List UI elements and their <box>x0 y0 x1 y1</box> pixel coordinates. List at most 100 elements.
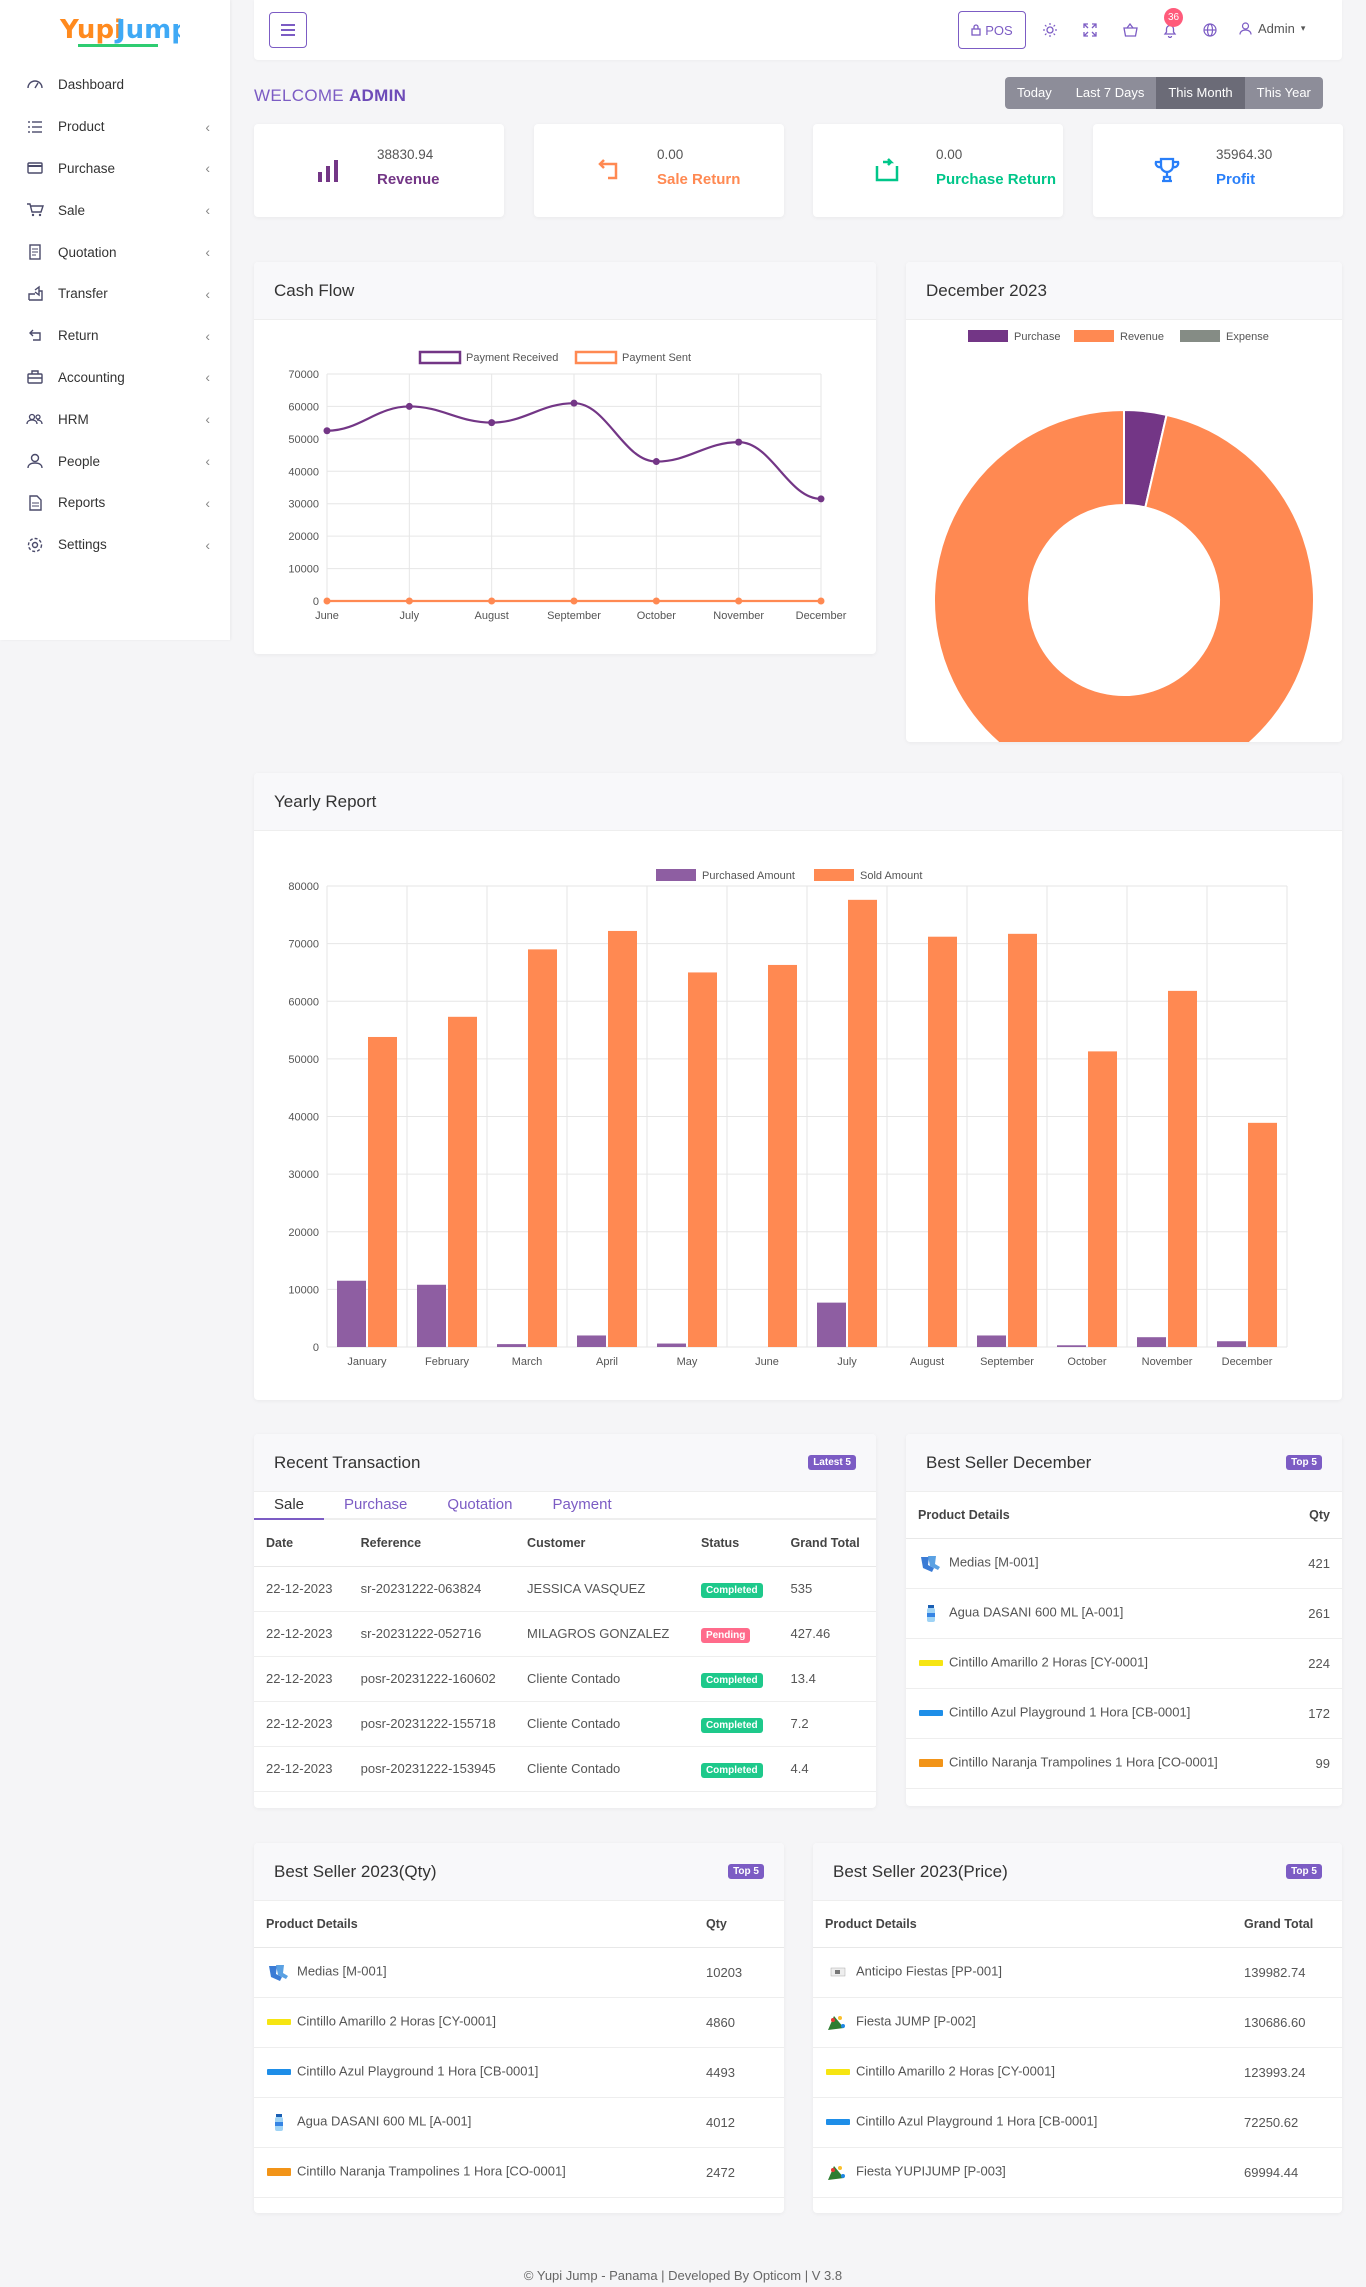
table-row[interactable]: 22-12-2023 sr-20231222-052716 MILAGROS GON… <box>254 1611 876 1657</box>
best-seller-december-card: Best Seller December Top 5 Product Detai… <box>906 1434 1342 1806</box>
table-row[interactable]: 22-12-2023 posr-20231222-155718 Cliente Co… <box>254 1701 876 1747</box>
product-cell: Agua DASANI 600 ML [A-001] <box>906 1588 1289 1639</box>
basket-icon[interactable] <box>1122 22 1138 38</box>
x-tick-label: October <box>637 610 676 622</box>
y-tick-label: 20000 <box>288 1227 319 1239</box>
x-tick-label: August <box>910 1356 944 1368</box>
svg-text:Yupi: Yupi <box>59 15 123 45</box>
sidebar-item-dashboard[interactable]: Dashboard <box>0 64 230 106</box>
card-title: Best Seller 2023(Price) <box>833 1861 1008 1881</box>
product-thumbnail-yellow <box>919 1660 943 1666</box>
table-row: Cintillo Azul Playground 1 Hora [CB-0001… <box>813 2097 1342 2148</box>
best-december-table: Product Details Qty Medias [M-001] 421 Agu… <box>906 1492 1342 1789</box>
fullscreen-icon[interactable] <box>1082 22 1098 38</box>
yupijump-logo[interactable]: Yupi Jump <box>58 6 180 58</box>
period-today-button[interactable]: Today <box>1005 77 1064 109</box>
product-name: Cintillo Amarillo 2 Horas [CY-0001] <box>856 2063 1055 2079</box>
bar <box>1248 1122 1277 1347</box>
period-year-button[interactable]: This Year <box>1244 77 1323 109</box>
product-cell: Cintillo Naranja Trampolines 1 Hora [CO-… <box>906 1738 1289 1789</box>
product-thumbnail-orange <box>267 2168 291 2176</box>
sidebar-item-transfer[interactable]: Transfer ‹ <box>0 273 230 315</box>
sidebar: Yupi Jump DashboardProduct‹Purchase‹Sale… <box>0 0 230 640</box>
pos-button[interactable]: POS <box>958 11 1026 49</box>
column-header: Product Details <box>813 1901 1232 1948</box>
sidebar-item-purchase[interactable]: Purchase ‹ <box>0 148 230 190</box>
language-globe-icon[interactable] <box>1202 22 1218 38</box>
status-cell: Completed <box>688 1566 779 1612</box>
sidebar-nav: Dashboard Product ‹ Purchase ‹ Sale ‹ Quotation… <box>0 64 230 566</box>
top5-badge: Top 5 <box>728 1864 764 1879</box>
period-month-button[interactable]: This Month <box>1156 77 1245 109</box>
bar <box>608 930 637 1347</box>
bar <box>848 899 877 1347</box>
data-point <box>735 597 743 605</box>
sidebar-item-accounting[interactable]: Accounting ‹ <box>0 357 230 399</box>
user-menu[interactable]: Admin ▾ <box>1239 21 1305 36</box>
column-header: Product Details <box>906 1492 1289 1539</box>
table-row: Fiesta YUPIJUMP [P-003] 69994.44 <box>813 2147 1342 2198</box>
tab-payment[interactable]: Payment <box>552 1496 612 1513</box>
sidebar-item-label: Sale <box>58 202 86 218</box>
data-point <box>488 419 496 427</box>
y-tick-label: 50000 <box>288 434 319 446</box>
sidebar-item-label: Settings <box>58 537 107 553</box>
table-row: Cintillo Naranja Trampolines 1 Hora [CO-… <box>254 2147 784 2198</box>
column-header: Reference <box>348 1520 516 1567</box>
y-tick-label: 40000 <box>288 466 319 478</box>
sidebar-item-return[interactable]: Return ‹ <box>0 315 230 357</box>
best-price-table: Product Details Grand Total Anticipo Fie… <box>813 1901 1342 2198</box>
stat-label: Profit <box>1216 171 1256 188</box>
date-cell: 22-12-2023 <box>254 1566 349 1612</box>
sidebar-item-quotation[interactable]: Quotation ‹ <box>0 231 230 273</box>
product-name: Cintillo Naranja Trampolines 1 Hora [CO-… <box>949 1754 1218 1770</box>
user-icon <box>1239 22 1252 35</box>
reference-cell: posr-20231222-155718 <box>348 1701 516 1747</box>
sidebar-item-hrm[interactable]: HRM ‹ <box>0 398 230 440</box>
table-row[interactable]: 22-12-2023 posr-20231222-160602 Cliente Co… <box>254 1656 876 1702</box>
notification-count-badge: 36 <box>1164 8 1183 27</box>
svg-text:Jump: Jump <box>114 15 180 45</box>
bar-chart-icon <box>318 160 338 182</box>
table-row: Agua DASANI 600 ML [A-001] 261 <box>906 1588 1342 1639</box>
briefcase-icon <box>26 368 44 386</box>
tab-quotation[interactable]: Quotation <box>447 1496 513 1513</box>
sidebar-item-people[interactable]: People ‹ <box>0 440 230 482</box>
value-cell: 172 <box>1288 1688 1342 1739</box>
card-header: Best Seller 2023(Qty) Top 5 <box>254 1843 784 1901</box>
sidebar-item-label: Transfer <box>58 286 108 302</box>
best-seller-price-card: Best Seller 2023(Price) Top 5 Product De… <box>813 1843 1342 2213</box>
table-row[interactable]: 22-12-2023 sr-20231222-063824 JESSICA VASQ… <box>254 1566 876 1612</box>
x-tick-label: May <box>677 1356 698 1368</box>
value-cell: 261 <box>1288 1588 1342 1639</box>
stat-card-revenue: 38830.94 Revenue <box>254 124 504 217</box>
table-row[interactable]: 22-12-2023 posr-20231222-153945 Cliente Co… <box>254 1746 876 1792</box>
menu-toggle-button[interactable] <box>269 12 307 48</box>
return-arrow-icon <box>598 159 618 180</box>
donut-slice <box>933 408 1315 742</box>
period-last7-button[interactable]: Last 7 Days <box>1063 77 1157 109</box>
sidebar-item-label: Purchase <box>58 160 116 176</box>
sidebar-item-sale[interactable]: Sale ‹ <box>0 189 230 231</box>
status-cell: Completed <box>688 1656 779 1702</box>
product-thumbnail-socks <box>921 1556 940 1572</box>
bar <box>817 1302 846 1347</box>
value-cell: 99 <box>1288 1738 1342 1789</box>
x-tick-label: July <box>400 610 420 622</box>
product-name: Medias [M-001] <box>297 1963 387 1979</box>
sidebar-item-label: Dashboard <box>58 77 125 93</box>
stat-value: 38830.94 <box>377 147 434 162</box>
y-tick-label: 30000 <box>288 1169 319 1181</box>
status-badge: Completed <box>700 1673 763 1688</box>
sidebar-item-product[interactable]: Product ‹ <box>0 106 230 148</box>
data-point <box>735 438 743 446</box>
return-icon <box>26 327 44 345</box>
x-tick-label: April <box>596 1356 618 1368</box>
value-cell: 130686.60 <box>1232 1997 1342 2048</box>
theme-toggle-icon[interactable] <box>1042 22 1058 38</box>
tab-sale[interactable]: Sale <box>254 1492 325 1520</box>
sidebar-item-reports[interactable]: Reports ‹ <box>0 482 230 524</box>
y-tick-label: 50000 <box>288 1054 319 1066</box>
sidebar-item-settings[interactable]: Settings ‹ <box>0 524 230 566</box>
tab-purchase[interactable]: Purchase <box>344 1496 408 1513</box>
